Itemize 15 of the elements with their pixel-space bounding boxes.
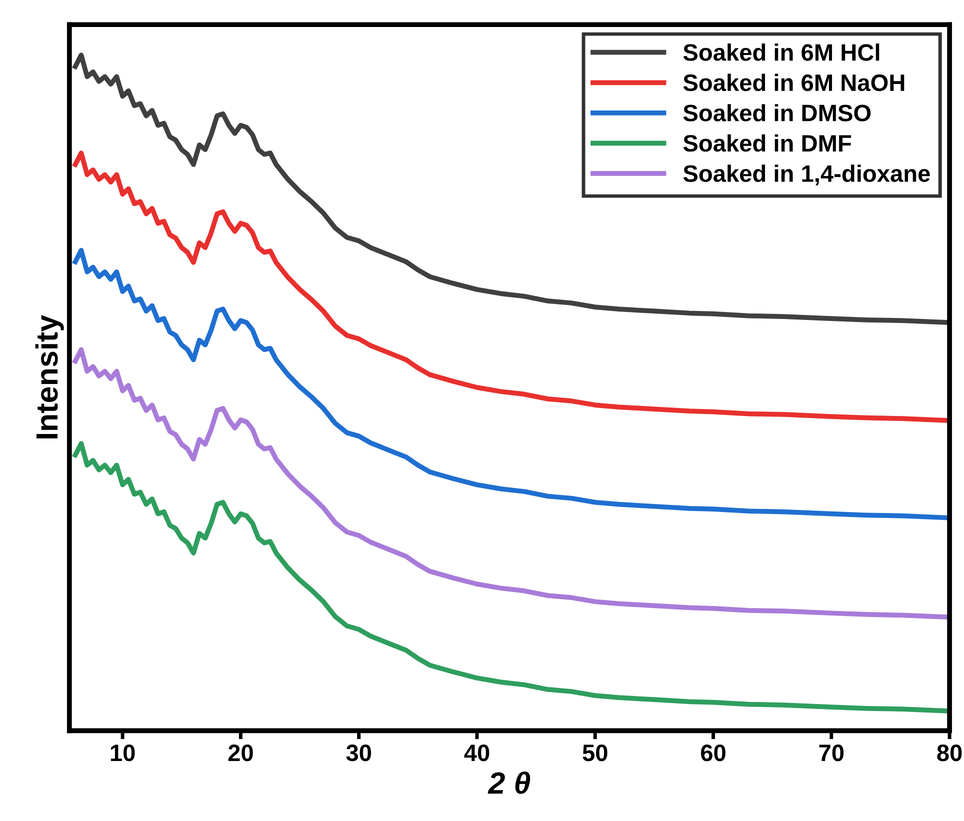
x-tick-label: 70	[819, 744, 844, 762]
legend-label: Soaked in DMSO	[683, 104, 871, 122]
legend-label: Soaked in 1,4-dioxane	[683, 164, 930, 186]
legend-label: Soaked in 6M NaOH	[683, 74, 904, 92]
x-tick-label: 80	[937, 744, 962, 762]
x-tick-label: 10	[110, 744, 135, 762]
legend-label: Soaked in 6M HCl	[683, 44, 880, 61]
y-axis-title: Intensity	[35, 315, 64, 438]
x-tick-label: 40	[464, 744, 490, 762]
x-tick-label: 60	[700, 744, 726, 762]
x-tick-label: 50	[582, 744, 608, 762]
legend-label: Soaked in DMF	[683, 134, 852, 152]
x-tick-label: 30	[346, 744, 372, 762]
x-axis-title: 2 θ	[488, 771, 530, 794]
x-tick-label: 20	[228, 744, 253, 762]
